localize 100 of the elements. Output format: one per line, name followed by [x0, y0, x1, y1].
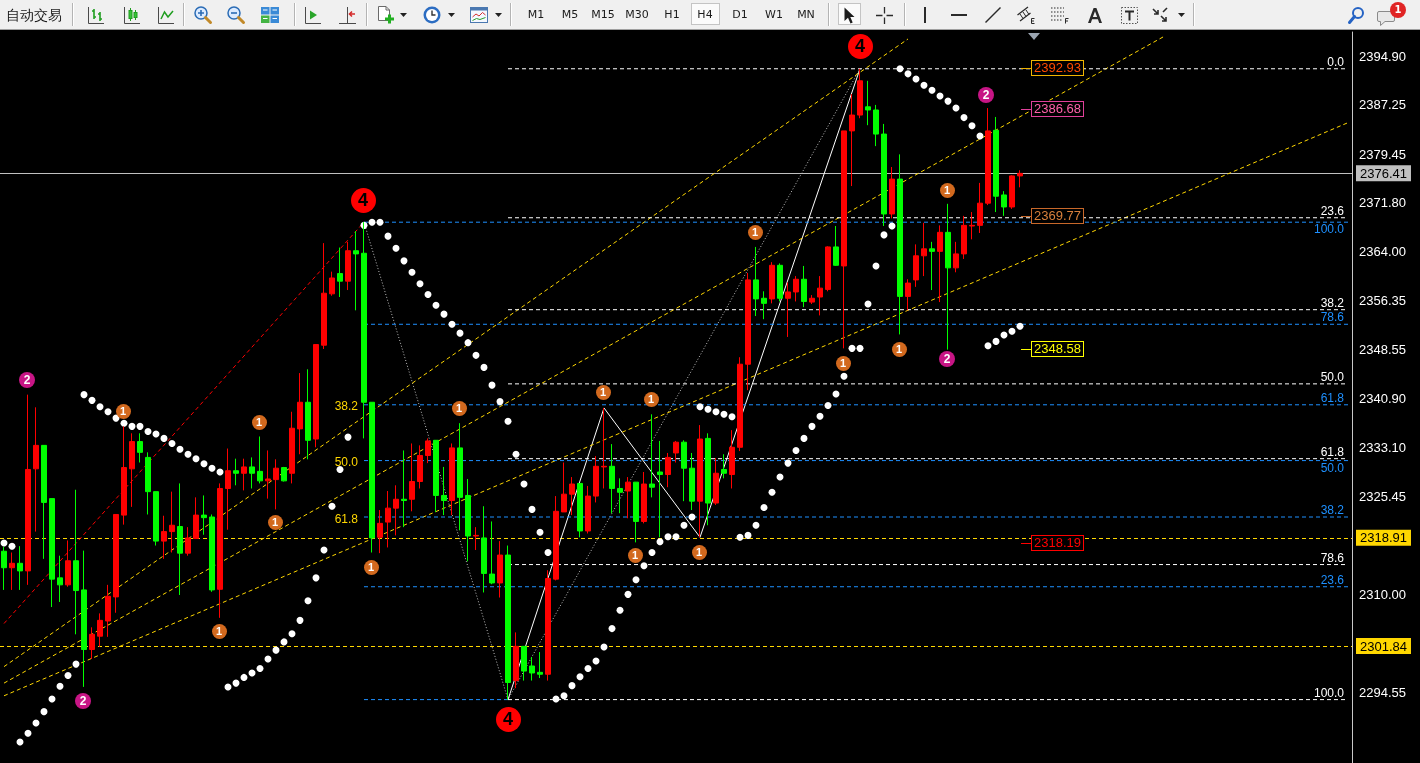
candlestick — [433, 439, 439, 513]
annotation: 4 — [495, 706, 521, 732]
text: H4 — [697, 8, 713, 22]
annotation: 2318.19 — [1031, 535, 1084, 551]
y-tick-label: 2310.00 — [1359, 586, 1406, 602]
candlestick — [321, 242, 327, 350]
candlestick — [689, 452, 695, 511]
annotation: 1 — [267, 514, 283, 530]
candlestick — [137, 432, 143, 463]
annotation: 2392.93 — [1031, 60, 1084, 76]
candlestick — [665, 452, 671, 488]
annotation: 2 — [978, 87, 994, 103]
candlestick — [905, 278, 911, 311]
ref-line-label: 2318.91 — [1360, 530, 1407, 546]
y-tick-label: 2371.80 — [1359, 195, 1406, 211]
y-tick-label: 2348.55 — [1359, 342, 1406, 358]
annotation: 1 — [211, 623, 227, 639]
candlestick — [497, 540, 503, 599]
candlestick — [241, 458, 247, 491]
candlestick — [441, 466, 447, 516]
candlestick — [961, 215, 967, 260]
y-tick-label: 2356.35 — [1359, 293, 1406, 308]
candlestick — [569, 476, 575, 516]
candlestick — [385, 490, 391, 548]
y-tick-label: 2294.55 — [1359, 684, 1406, 700]
candlestick — [753, 246, 759, 317]
candlestick — [473, 526, 479, 551]
text: 自动交易 — [6, 6, 62, 24]
y-tick-label: 2325.45 — [1359, 488, 1406, 504]
candlestick — [225, 448, 231, 531]
candlestick — [889, 166, 895, 219]
annotation: 50.0 — [334, 455, 358, 469]
series-label: 38.2 — [1320, 503, 1345, 518]
candlestick — [521, 645, 527, 682]
candlestick — [273, 458, 279, 510]
candlestick — [393, 484, 399, 536]
candlestick — [9, 552, 15, 591]
candlestick — [505, 545, 511, 701]
candlestick — [257, 435, 263, 484]
text: M5 — [561, 8, 579, 22]
candlestick — [369, 401, 375, 554]
series-label: 38.2 — [1320, 295, 1345, 310]
y-tick-label: 2394.90 — [1359, 48, 1406, 64]
candlestick — [281, 466, 287, 482]
candlestick — [649, 413, 655, 498]
candlestick — [681, 439, 687, 502]
candlestick — [993, 116, 999, 213]
candlestick — [793, 275, 799, 302]
y-tick-label: 2387.25 — [1359, 97, 1406, 113]
candlestick — [545, 569, 551, 682]
series-label: 50.0 — [1320, 369, 1345, 384]
candlestick — [305, 368, 311, 460]
candlestick — [745, 272, 751, 391]
candlestick — [465, 478, 471, 562]
candlestick — [873, 104, 879, 147]
candlestick — [593, 455, 599, 503]
candlestick — [825, 245, 831, 292]
candlestick — [97, 612, 103, 648]
candlestick — [577, 482, 583, 538]
candlestick — [265, 449, 271, 500]
annotation: 1 — [363, 559, 379, 575]
candlestick — [65, 539, 71, 588]
candlestick — [401, 449, 407, 528]
annotation: 1 — [835, 355, 851, 371]
y-tick-label: 2340.90 — [1359, 390, 1406, 406]
candlestick — [113, 513, 119, 614]
candlestick — [1017, 169, 1023, 188]
candlestick — [1, 546, 7, 591]
candlestick — [337, 247, 343, 298]
candlestick — [73, 489, 79, 635]
candlestick — [601, 407, 607, 489]
candlestick — [777, 262, 783, 302]
candlestick — [929, 241, 935, 291]
candlestick — [969, 211, 975, 240]
text: W1 — [765, 8, 783, 22]
candlestick — [705, 432, 711, 526]
candlestick — [553, 495, 559, 581]
candlestick — [353, 230, 359, 311]
annotation: 1 — [939, 182, 955, 198]
candlestick — [145, 451, 151, 515]
ref-line-label: 2301.84 — [1360, 638, 1407, 654]
annotation: 1 — [595, 384, 611, 400]
candlestick — [785, 281, 791, 338]
series-label: 78.6 — [1320, 550, 1345, 565]
candlestick — [409, 442, 415, 512]
candlestick — [345, 241, 351, 291]
candlestick — [913, 243, 919, 288]
text: MN — [797, 8, 815, 22]
candlestick — [457, 422, 463, 531]
candlestick — [289, 411, 295, 484]
candlestick — [81, 550, 87, 688]
annotation: 2386.68 — [1031, 101, 1084, 117]
candlestick — [185, 526, 191, 557]
candlestick — [729, 429, 735, 489]
candlestick — [481, 505, 487, 593]
annotation: 2 — [19, 372, 35, 388]
candlestick — [209, 513, 215, 593]
candlestick — [945, 203, 951, 351]
annotation: 1 — [627, 547, 643, 563]
series-label: 23.6 — [1320, 572, 1345, 587]
